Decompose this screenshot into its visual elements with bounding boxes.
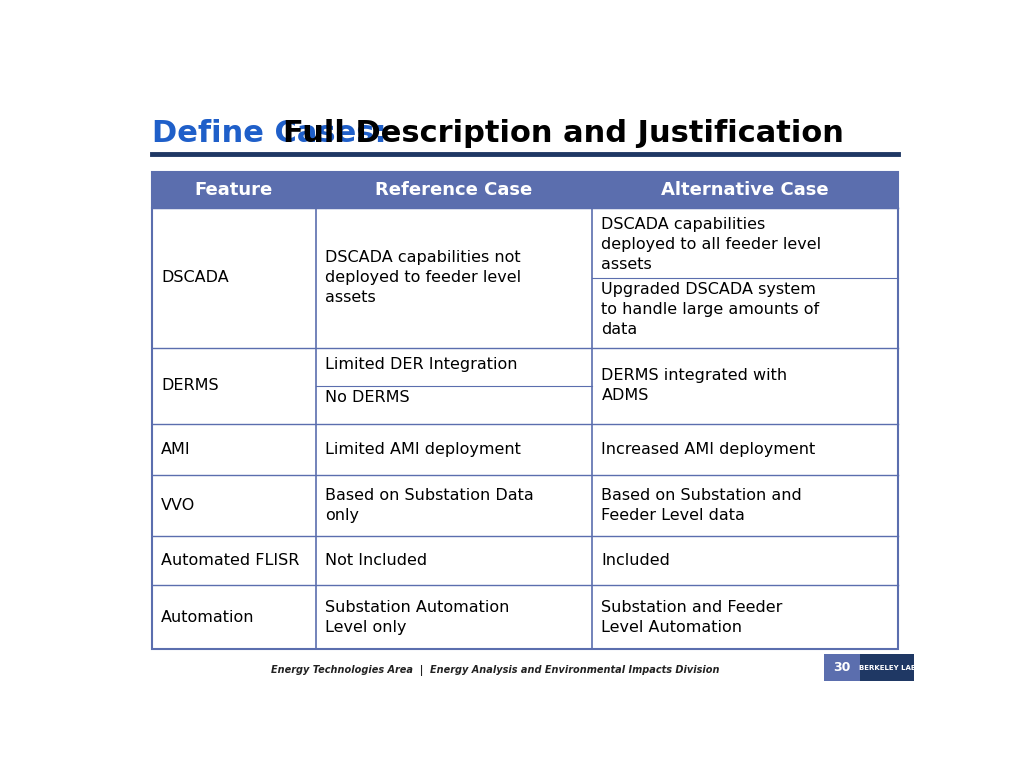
Text: DSCADA: DSCADA — [162, 270, 229, 285]
Text: Feature: Feature — [195, 181, 273, 199]
Text: Limited AMI deployment: Limited AMI deployment — [326, 442, 521, 457]
Text: Not Included: Not Included — [326, 554, 428, 568]
Text: Substation and Feeder
Level Automation: Substation and Feeder Level Automation — [601, 600, 782, 634]
Bar — [860, 654, 914, 681]
Text: BERKELEY LAB: BERKELEY LAB — [859, 664, 916, 670]
Text: Alternative Case: Alternative Case — [662, 181, 828, 199]
Text: Automation: Automation — [162, 610, 255, 625]
Text: DERMS: DERMS — [162, 378, 219, 393]
Text: Energy Technologies Area  |  Energy Analysis and Environmental Impacts Division: Energy Technologies Area | Energy Analys… — [270, 665, 719, 676]
Text: Reference Case: Reference Case — [376, 181, 532, 199]
Text: No DERMS: No DERMS — [326, 390, 410, 406]
Bar — [152, 172, 898, 208]
Text: Based on Substation and
Feeder Level data: Based on Substation and Feeder Level dat… — [601, 488, 802, 523]
Text: Define Cases:: Define Cases: — [152, 119, 397, 147]
Text: Automated FLISR: Automated FLISR — [162, 554, 300, 568]
Text: 30: 30 — [834, 661, 851, 674]
Text: DSCADA capabilities not
deployed to feeder level
assets: DSCADA capabilities not deployed to feed… — [326, 250, 521, 305]
Text: Upgraded DSCADA system
to handle large amounts of
data: Upgraded DSCADA system to handle large a… — [601, 283, 819, 337]
Text: AMI: AMI — [162, 442, 190, 457]
Text: Included: Included — [601, 554, 671, 568]
Text: DSCADA capabilities
deployed to all feeder level
assets: DSCADA capabilities deployed to all feed… — [601, 217, 821, 272]
Text: Full Description and Justification: Full Description and Justification — [283, 119, 844, 147]
Text: Substation Automation
Level only: Substation Automation Level only — [326, 600, 510, 634]
Bar — [152, 172, 898, 649]
Text: Increased AMI deployment: Increased AMI deployment — [601, 442, 816, 457]
Bar — [824, 654, 860, 681]
Text: VVO: VVO — [162, 498, 196, 513]
Text: Based on Substation Data
only: Based on Substation Data only — [326, 488, 535, 523]
Text: Limited DER Integration: Limited DER Integration — [326, 357, 518, 372]
Text: DERMS integrated with
ADMS: DERMS integrated with ADMS — [601, 368, 787, 403]
